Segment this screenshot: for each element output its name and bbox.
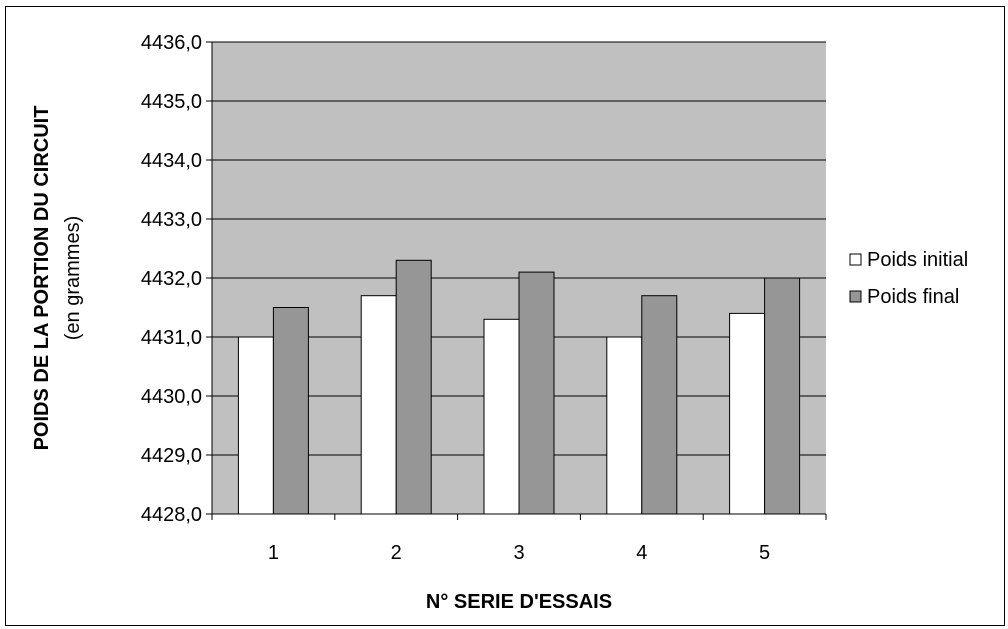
x-tick-label: 3: [513, 542, 524, 564]
x-axis-title: N° SERIE D'ESSAIS: [426, 591, 612, 613]
y-tick-label: 4430,0: [141, 386, 202, 408]
y-tick-label: 4436,0: [141, 32, 202, 54]
axes: [206, 41, 827, 520]
bar-poids-final: [641, 295, 678, 515]
x-tick-label: 4: [636, 542, 647, 564]
y-tick-label: 4434,0: [141, 150, 202, 172]
bar-poids-final: [764, 277, 801, 515]
bar-poids-initial: [606, 336, 643, 515]
bars: [237, 259, 801, 515]
bar-poids-initial: [483, 318, 520, 515]
legend-swatch-poids-final: [849, 290, 862, 303]
y-tick-label: 4431,0: [141, 327, 202, 349]
legend-label-poids-initial: Poids initial: [867, 249, 968, 271]
y-tick-label: 4435,0: [141, 91, 202, 113]
legend-label-poids-final: Poids final: [867, 286, 959, 308]
x-tick-label: 5: [759, 542, 770, 564]
y-tick-label: 4429,0: [141, 445, 202, 467]
x-tick-label: 2: [391, 542, 402, 564]
y-tick-labels: 4428,0 4429,0 4430,0 4431,0 4432,0 4433,0 4434…: [141, 32, 202, 526]
legend-swatch-poids-initial: [849, 253, 862, 266]
y-axis-subtitle: (en grammes): [62, 216, 84, 340]
y-tick-label: 4432,0: [141, 268, 202, 290]
y-tick-label: 4433,0: [141, 209, 202, 231]
y-axis-title: POIDS DE LA PORTION DU CIRCUIT: [31, 106, 53, 451]
y-tick-label: 4428,0: [141, 504, 202, 526]
bar-poids-initial: [237, 336, 274, 515]
bar-poids-final: [272, 307, 309, 515]
bar-poids-final: [395, 259, 432, 515]
bar-poids-initial: [360, 295, 397, 515]
x-tick-label: 1: [268, 542, 279, 564]
legend: Poids initial Poids final: [849, 249, 968, 308]
bar-poids-final: [518, 271, 555, 515]
bar-poids-initial: [729, 312, 766, 515]
x-tick-labels: 1 2 3 4 5: [268, 542, 770, 564]
